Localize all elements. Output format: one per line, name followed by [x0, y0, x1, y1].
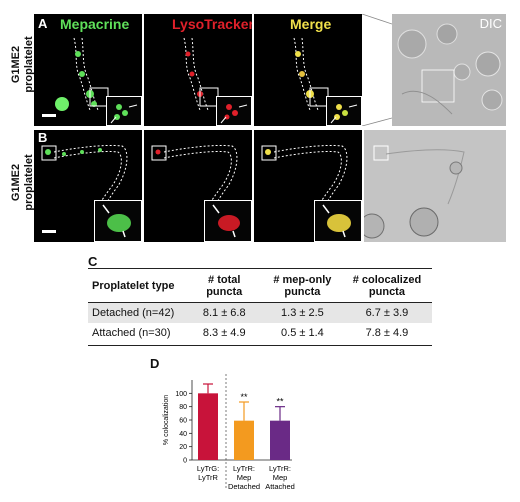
cell-colocalized: 7.8 ± 4.9 — [365, 327, 409, 339]
cell-colocalized: 6.7 ± 3.9 — [365, 307, 409, 319]
header-proplatelet-type: Proplatelet type — [92, 279, 175, 292]
table-header-row: Proplatelet type # total puncta # mep-on… — [88, 270, 432, 302]
puncta-table: Proplatelet type # total puncta # mep-on… — [88, 270, 432, 343]
dic-label: DIC — [479, 16, 502, 31]
inset-zoom — [106, 96, 142, 126]
bar — [270, 420, 290, 460]
x-tick-label: Detached — [228, 482, 260, 491]
scale-bar — [42, 230, 56, 233]
proplatelet-merge-a — [293, 37, 329, 111]
panel-c-letter: C — [88, 254, 98, 269]
proplatelet-merge-b — [261, 144, 348, 209]
panel-a-lysotracker-image: LysoTracker — [144, 14, 252, 126]
cell-type: Detached (n=42) — [92, 307, 175, 319]
panel-b-merge-image — [254, 130, 362, 242]
scale-bar — [42, 114, 56, 117]
cell-type: Attached (n=30) — [92, 327, 171, 339]
y-tick-label: 80 — [179, 404, 187, 411]
colocalization-chart: 0 20 40 60 80 100 % colocalization LyTrG:LyTrR *… — [163, 374, 295, 491]
cell-mep-only: 0.5 ± 1.4 — [281, 327, 324, 339]
panel-a-merge-image: Merge — [254, 14, 362, 126]
bar — [234, 420, 254, 460]
panel-b-letter: B — [38, 130, 48, 145]
header-mep-only-puncta: # mep-only puncta — [273, 273, 332, 298]
cell-total: 8.3 ± 4.9 — [202, 327, 246, 339]
significance-label: ** — [240, 392, 248, 402]
header-total-puncta: # total puncta — [206, 273, 243, 298]
y-tick-label: 60 — [179, 418, 187, 425]
panel-b-row-label: G1ME2 proplatelet — [10, 135, 36, 230]
panel-b-dic-image — [364, 130, 506, 242]
dic-cells-b — [364, 145, 465, 239]
inset-zoom — [216, 96, 252, 126]
x-tick-label: Mep — [237, 473, 252, 482]
header-colocalized-puncta: # colocalized puncta — [352, 273, 422, 298]
panel-d-letter: D — [150, 356, 160, 371]
panel-a-dic-image: DIC — [392, 14, 506, 126]
x-tick-label: LyTrR: — [269, 464, 291, 473]
inset-zoom — [204, 200, 252, 242]
table-row: Detached (n=42) 8.1 ± 6.8 1.3 ± 2.5 6.7 … — [88, 303, 432, 323]
panel-b-lysotracker-image — [144, 130, 252, 242]
channel-title-lysotracker: LysoTracker — [172, 16, 252, 32]
inset-zoom — [94, 200, 142, 242]
chart-plot-area: 0 20 40 60 80 100 % colocalization LyTrG:LyTrR *… — [163, 374, 295, 491]
x-tick-label: LyTrR: — [233, 464, 255, 473]
panel-a-letter: A — [38, 16, 48, 31]
panel-a-mepacrine-image: A Mepacrine — [34, 14, 142, 126]
panel-a-row-label-text: G1ME2 proplatelet — [10, 36, 35, 93]
panel-b-mepacrine-image: B — [34, 130, 142, 242]
x-tick-label: Attached — [265, 482, 295, 491]
y-tick-label: 40 — [179, 431, 187, 438]
table-bottom-rule — [88, 345, 432, 346]
inset-zoom — [326, 96, 362, 126]
y-tick-label: 20 — [179, 444, 187, 451]
dic-cells-a — [397, 23, 503, 115]
panel-b-row-label-text: G1ME2 proplatelet — [10, 154, 35, 211]
channel-title-merge: Merge — [290, 16, 332, 32]
cell-mep-only: 1.3 ± 2.5 — [281, 307, 324, 319]
zoom-connector-lines — [362, 14, 392, 126]
x-tick-label: Mep — [273, 473, 288, 482]
y-axis-label: % colocalization — [163, 395, 170, 445]
table-top-rule — [88, 268, 432, 269]
cell-total: 8.1 ± 6.8 — [202, 307, 246, 319]
significance-label: ** — [276, 397, 284, 407]
panel-b: G1ME2 proplatelet B — [0, 130, 520, 248]
panel-a: G1ME2 proplatelet A Mepacrine LysoTracke… — [0, 0, 520, 130]
bar — [198, 393, 218, 460]
panel-a-row-label: G1ME2 proplatelet — [10, 17, 36, 112]
x-tick-label: LyTrG: — [197, 464, 219, 473]
inset-zoom — [314, 200, 362, 242]
y-tick-label: 0 — [183, 458, 187, 465]
x-tick-label: LyTrR — [198, 473, 218, 482]
table-row: Attached (n=30) 8.3 ± 4.9 0.5 ± 1.4 7.8 … — [88, 323, 432, 343]
channel-title-mepacrine: Mepacrine — [60, 16, 130, 32]
y-tick-label: 100 — [175, 391, 187, 398]
